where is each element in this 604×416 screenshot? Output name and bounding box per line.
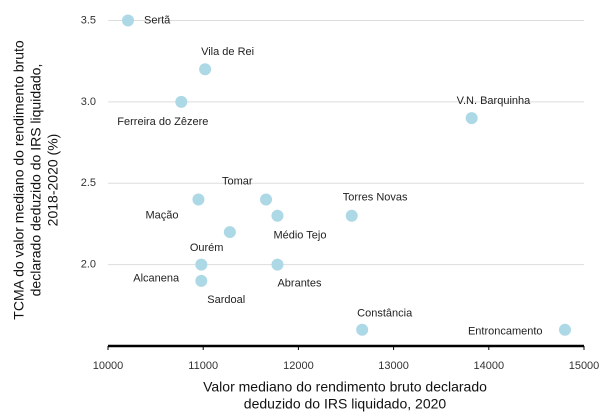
point-label: V.N. Barquinha [457, 95, 531, 107]
x-tick-label: 14000 [474, 360, 505, 372]
point [271, 209, 284, 222]
point-label: Sardoal [207, 294, 245, 306]
x-tick-label: 13000 [378, 360, 409, 372]
x-tick-label: 11000 [188, 360, 218, 372]
point-label: Médio Tejo [273, 230, 326, 242]
y-axis-title: declarado deduzido do IRS liquidado, [28, 64, 44, 297]
point-label: Mação [145, 209, 178, 221]
point-label: Constância [357, 308, 413, 320]
point [195, 258, 208, 271]
x-tick-label: 10000 [93, 360, 124, 372]
point [271, 258, 284, 271]
point [199, 63, 212, 76]
point-label: Ourém [190, 242, 224, 254]
point [195, 274, 208, 287]
y-axis-title: TCMA do valor mediano do rendimento brut… [11, 40, 27, 320]
y-tick-label: 3.5 [81, 14, 96, 26]
point [223, 226, 236, 239]
y-tick-label: 2.0 [81, 259, 96, 271]
point [192, 193, 205, 206]
x-tick-label: 15000 [569, 360, 600, 372]
point [175, 95, 188, 108]
point [558, 323, 571, 336]
point [465, 112, 478, 125]
y-tick-label: 3.0 [81, 96, 96, 108]
x-tick-label: 12000 [283, 360, 314, 372]
point [121, 14, 134, 27]
point [260, 193, 273, 206]
point-label: Abrantes [277, 278, 322, 290]
y-axis-title: 2018-2020 (%) [45, 134, 61, 227]
x-axis-title: deduzido do IRS liquidado, 2020 [244, 396, 447, 412]
point-label: Sertã [144, 14, 171, 26]
point-label: Torres Novas [343, 192, 408, 204]
x-axis-title: Valor mediano do rendimento bruto declar… [203, 379, 487, 395]
point-label: Tomar [222, 175, 253, 187]
y-tick-label: 2.5 [81, 177, 96, 189]
point-label: Entroncamento [468, 326, 543, 338]
point-label: Ferreira do Zêzere [117, 116, 208, 128]
point [345, 209, 358, 222]
point-label: Alcanena [133, 273, 180, 285]
point-label: Vila de Rei [201, 46, 254, 58]
point [356, 323, 369, 336]
